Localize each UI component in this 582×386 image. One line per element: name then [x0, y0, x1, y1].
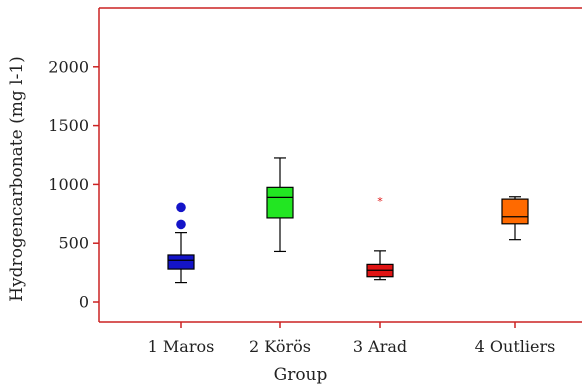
outlier-point: [176, 219, 186, 230]
x-tick-label: 1 Maros: [148, 337, 215, 356]
y-tick-label: 2000: [48, 57, 89, 76]
y-tick-label: 1000: [48, 175, 89, 194]
y-tick-label: 500: [58, 234, 89, 253]
outlier-star: *: [377, 195, 383, 208]
box-iqr: [266, 186, 294, 219]
x-tick-label: 2 Körös: [249, 337, 311, 356]
y-tick-label: 0: [79, 293, 89, 312]
box-iqr: [501, 198, 529, 225]
box-iqr: [167, 254, 195, 270]
x-tick-label: 4 Outliers: [475, 337, 556, 356]
boxplot-group: *: [366, 195, 394, 281]
outlier-point: [176, 202, 186, 213]
x-tick-label: 3 Arad: [353, 337, 407, 356]
boxplot-group: [501, 196, 529, 241]
y-tick-label: 1500: [48, 116, 89, 135]
y-axis-title: Hydrogencarbonate (mg l-1): [7, 56, 27, 302]
boxplot-group: [266, 157, 294, 253]
x-axis-title: Group: [274, 365, 328, 385]
boxplot-group: [167, 202, 195, 284]
